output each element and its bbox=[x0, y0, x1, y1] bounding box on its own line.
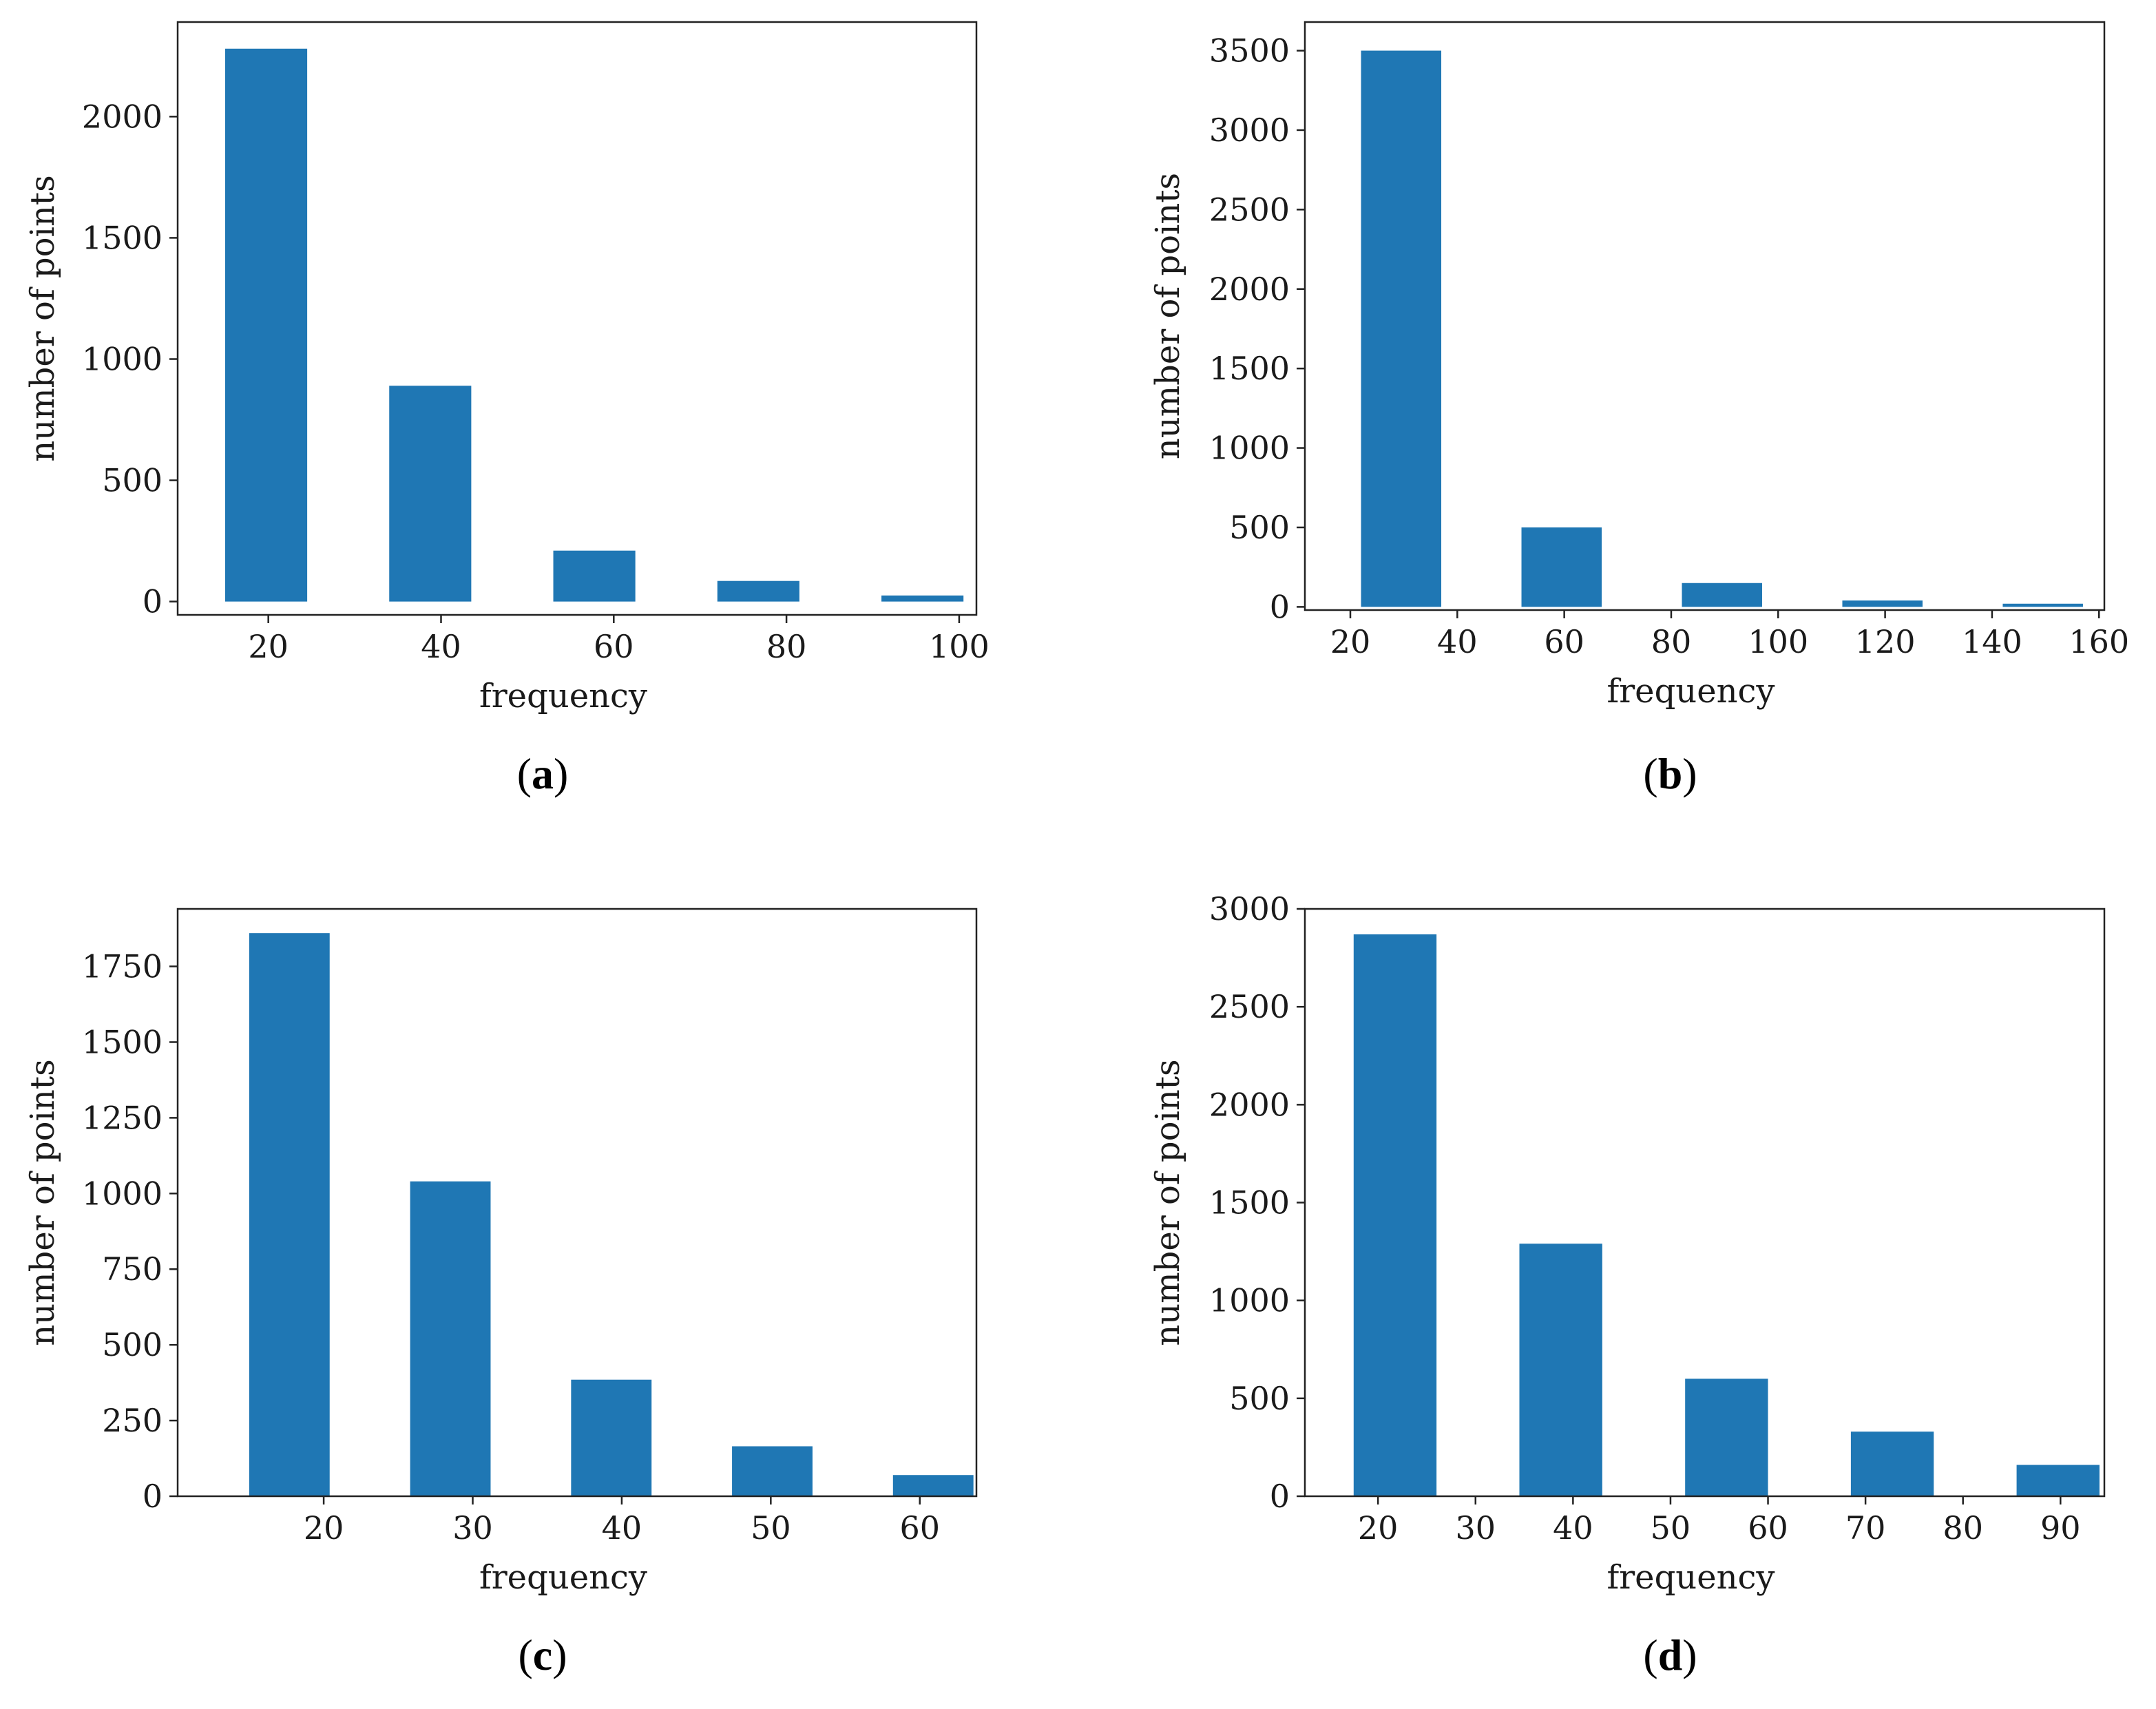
y-tick-label-c-1500: 1500 bbox=[82, 1023, 163, 1060]
x-tick-label-b-80: 80 bbox=[1651, 623, 1692, 660]
y-tick-label-b-1000: 1000 bbox=[1209, 430, 1290, 467]
y-tick-label-c-1250: 1250 bbox=[82, 1099, 163, 1136]
y-tick-label-a-0: 0 bbox=[143, 583, 163, 620]
y-tick-label-d-2000: 2000 bbox=[1209, 1086, 1290, 1123]
bar-c-3 bbox=[732, 1446, 813, 1496]
x-tick-label-b-100: 100 bbox=[1748, 623, 1808, 660]
y-tick-label-c-250: 250 bbox=[102, 1402, 163, 1439]
y-tick-label-a-2000: 2000 bbox=[82, 98, 163, 135]
chart-panel-a: 20 40 60 80 1000500100015002000frequencynumb… bbox=[23, 21, 990, 798]
y-tick-label-d-1000: 1000 bbox=[1209, 1282, 1290, 1319]
x-axis-label-b: frequency bbox=[1606, 672, 1775, 711]
bar-a-2 bbox=[553, 550, 636, 602]
x-axis-label-a: frequency bbox=[479, 677, 647, 715]
x-tick-label-d-50: 50 bbox=[1651, 1509, 1691, 1547]
y-tick-label-c-750: 750 bbox=[102, 1250, 163, 1288]
x-tick-label-d-90: 90 bbox=[2040, 1509, 2081, 1547]
y-tick-label-a-1500: 1500 bbox=[82, 219, 163, 256]
y-tick-label-a-500: 500 bbox=[102, 462, 163, 499]
x-tick-label-a-20: 20 bbox=[248, 628, 289, 665]
y-tick-label-b-500: 500 bbox=[1229, 509, 1290, 546]
bar-c-0 bbox=[249, 933, 330, 1496]
bar-d-3 bbox=[1850, 1432, 1934, 1496]
x-tick-label-d-40: 40 bbox=[1553, 1509, 1593, 1547]
chart-panel-b: 20 40 60 80 100 120 140 160 0 500 1000 1500 2000 2500… bbox=[1149, 21, 2129, 798]
x-axis-label-c: frequency bbox=[479, 1558, 647, 1597]
x-tick-label-d-80: 80 bbox=[1943, 1509, 1983, 1547]
y-tick-label-c-500: 500 bbox=[102, 1326, 163, 1363]
bar-d-2 bbox=[1685, 1378, 1768, 1496]
y-tick-label-d-1500: 1500 bbox=[1209, 1184, 1290, 1222]
bar-d-0 bbox=[1353, 934, 1437, 1496]
x-tick-label-d-70: 70 bbox=[1845, 1509, 1886, 1547]
bar-c-4 bbox=[892, 1475, 974, 1496]
bar-c-1 bbox=[410, 1181, 491, 1496]
bar-c-2 bbox=[571, 1379, 652, 1496]
y-tick-label-a-1000: 1000 bbox=[82, 340, 163, 377]
x-tick-label-a-40: 40 bbox=[421, 628, 461, 665]
y-tick-label-b-3000: 3000 bbox=[1209, 112, 1290, 149]
x-tick-label-b-140: 140 bbox=[1962, 623, 2022, 660]
y-tick-label-c-1750: 1750 bbox=[82, 948, 163, 985]
bar-a-3 bbox=[717, 580, 799, 602]
y-tick-label-c-1000: 1000 bbox=[82, 1175, 163, 1212]
x-tick-label-c-20: 20 bbox=[304, 1509, 344, 1547]
y-tick-label-b-1500: 1500 bbox=[1209, 350, 1290, 387]
x-tick-label-a-60: 60 bbox=[594, 628, 634, 665]
chart-panel-d: 20 30 40 50 60 70 80 90 0 500 1000 1500 2000 2500 3000… bbox=[1149, 890, 2106, 1679]
y-tick-label-d-2500: 2500 bbox=[1209, 988, 1290, 1025]
x-tick-label-b-60: 60 bbox=[1544, 623, 1584, 660]
x-tick-label-c-60: 60 bbox=[899, 1509, 940, 1547]
panel-label-a: (a) bbox=[517, 749, 569, 798]
bar-b-2 bbox=[1682, 583, 1762, 607]
y-axis-label-d: number of points bbox=[1149, 1059, 1187, 1345]
y-axis-label-c: number of points bbox=[23, 1059, 62, 1345]
x-tick-label-a-100: 100 bbox=[929, 628, 990, 665]
x-tick-label-d-60: 60 bbox=[1748, 1509, 1788, 1547]
y-tick-label-d-3000: 3000 bbox=[1209, 890, 1290, 927]
x-tick-label-d-30: 30 bbox=[1456, 1509, 1496, 1547]
plot-frame-a bbox=[176, 21, 978, 616]
bar-b-3 bbox=[1842, 600, 1923, 607]
x-tick-label-c-40: 40 bbox=[602, 1509, 642, 1547]
bar-a-4 bbox=[881, 595, 964, 602]
panel-label-b: (b) bbox=[1643, 749, 1697, 798]
plot-frame-b bbox=[1304, 21, 2106, 611]
x-tick-label-c-30: 30 bbox=[452, 1509, 493, 1547]
bar-b-4 bbox=[2002, 603, 2083, 607]
y-axis-label-b: number of points bbox=[1149, 173, 1187, 459]
y-axis-label-a: number of points bbox=[23, 175, 62, 461]
x-tick-label-c-50: 50 bbox=[751, 1509, 791, 1547]
bar-d-1 bbox=[1519, 1244, 1602, 1496]
bar-b-0 bbox=[1361, 50, 1442, 607]
x-tick-label-b-40: 40 bbox=[1437, 623, 1478, 660]
y-tick-label-b-2000: 2000 bbox=[1209, 271, 1290, 308]
bar-a-0 bbox=[224, 48, 308, 602]
y-tick-label-b-0: 0 bbox=[1270, 588, 1290, 625]
panel-label-c: (c) bbox=[518, 1631, 567, 1679]
x-tick-label-d-20: 20 bbox=[1358, 1509, 1399, 1547]
x-tick-label-a-80: 80 bbox=[766, 628, 807, 665]
x-tick-label-b-160: 160 bbox=[2069, 623, 2129, 660]
plot-frame-c bbox=[176, 908, 978, 1498]
bar-a-1 bbox=[389, 386, 472, 602]
bar-b-1 bbox=[1521, 527, 1602, 607]
y-tick-label-b-3500: 3500 bbox=[1209, 32, 1290, 70]
bar-d-4 bbox=[2016, 1465, 2100, 1496]
y-tick-label-d-0: 0 bbox=[1270, 1478, 1290, 1515]
x-tick-label-b-20: 20 bbox=[1330, 623, 1371, 660]
panel-label-d: (d) bbox=[1643, 1631, 1697, 1679]
x-tick-label-b-120: 120 bbox=[1855, 623, 1916, 660]
y-tick-label-d-500: 500 bbox=[1229, 1380, 1290, 1417]
x-axis-label-d: frequency bbox=[1606, 1558, 1775, 1597]
chart-panel-c: 20 30 40 50 60 0 250 500 750 1000 1250 1500 1750 freq… bbox=[23, 908, 978, 1679]
y-tick-label-b-2500: 2500 bbox=[1209, 191, 1290, 228]
y-tick-label-c-0: 0 bbox=[143, 1478, 163, 1515]
